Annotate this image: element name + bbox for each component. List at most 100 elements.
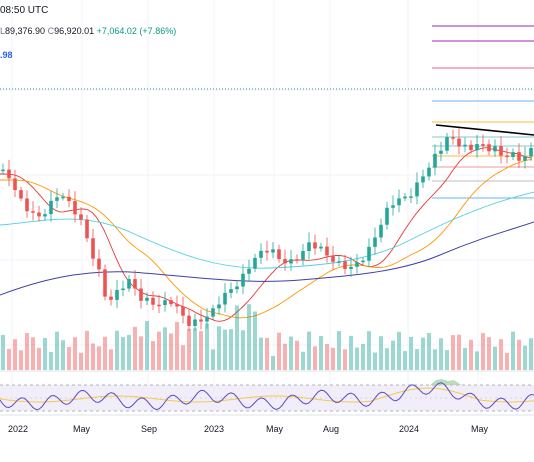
ema-mid-line <box>0 158 533 319</box>
candle-body <box>133 279 137 289</box>
candle-body <box>337 261 341 263</box>
candle-body <box>331 255 335 262</box>
candle-body <box>169 300 173 305</box>
volume-bar <box>319 335 323 370</box>
candle-body <box>1 169 5 172</box>
candle-body <box>493 146 497 152</box>
candle-body <box>469 144 473 151</box>
candle-body <box>121 288 125 291</box>
candle-body <box>475 144 479 151</box>
volume-bar <box>103 336 107 370</box>
volume-bar <box>439 338 443 370</box>
bar-time-label: 08:50 UTC <box>0 5 49 16</box>
candle-body <box>505 155 509 158</box>
volume-bar <box>67 346 71 370</box>
volume-bar <box>7 348 11 370</box>
volume-bar <box>283 343 287 370</box>
candle-body <box>373 237 377 247</box>
candle-body <box>481 144 485 146</box>
candle-body <box>151 297 155 305</box>
volume-bar <box>187 328 191 370</box>
candle-body <box>295 259 299 261</box>
candle-body <box>223 292 227 305</box>
volume-bar <box>13 339 17 370</box>
volume-bar <box>277 332 281 370</box>
candle-body <box>385 207 389 225</box>
candle-body <box>445 137 449 151</box>
candle-body <box>181 306 185 316</box>
candle-body <box>211 308 215 317</box>
candle-body <box>103 269 107 297</box>
volume-bar <box>421 337 425 370</box>
close-label: C <box>47 26 55 36</box>
volume-bar <box>181 345 185 370</box>
volume-bar <box>391 340 395 370</box>
volume-bar <box>361 344 365 370</box>
volume-bar <box>301 351 305 370</box>
volume-bar <box>139 336 143 370</box>
volume-bar <box>199 331 203 370</box>
candle-body <box>259 250 263 258</box>
volume-bar <box>79 352 83 370</box>
candle-body <box>283 259 287 264</box>
x-axis-label: 2024 <box>399 424 420 434</box>
candle-body <box>409 196 413 198</box>
candle-body <box>43 214 47 217</box>
volume-bar <box>109 349 113 370</box>
candle-body <box>349 266 353 269</box>
volume-bar <box>397 331 401 370</box>
candle-body <box>73 201 77 215</box>
candle-body <box>61 196 65 199</box>
x-axis-label: Sep <box>141 424 158 434</box>
price-level-lines[interactable] <box>0 25 534 199</box>
x-axis-label: May <box>73 424 91 434</box>
volume-bar <box>253 311 257 370</box>
candle-body <box>97 258 101 270</box>
volume-bar <box>517 339 521 370</box>
volume-bar <box>193 328 197 370</box>
candle-body <box>391 205 395 208</box>
candle-body <box>463 144 467 147</box>
volume-bar <box>475 351 479 370</box>
x-axis-label: May <box>471 424 489 434</box>
volume-bar <box>121 337 125 370</box>
volume-bar <box>169 333 173 370</box>
candle-body <box>229 289 233 293</box>
close-value: 96,920.01 <box>54 26 95 36</box>
rsi-ma-line <box>0 387 534 403</box>
volume-bar <box>55 331 59 370</box>
volume-bar <box>49 351 53 370</box>
candle-body <box>31 211 35 213</box>
trendline[interactable] <box>435 124 534 136</box>
candle-body <box>67 196 71 202</box>
candle-body <box>55 197 59 201</box>
candle-body <box>439 150 443 154</box>
candle-body <box>523 156 527 161</box>
candle-body <box>79 214 83 220</box>
candle-body <box>511 152 515 157</box>
candlesticks[interactable] <box>1 128 533 331</box>
volume-bar <box>463 347 467 370</box>
volume-bar <box>379 336 383 370</box>
ema-fast-line <box>0 147 533 322</box>
volume-bar <box>133 326 137 370</box>
volume-bar <box>211 349 215 370</box>
volume-bar <box>367 331 371 370</box>
candle-body <box>271 249 275 253</box>
volume-bar <box>229 329 233 370</box>
volume-bar <box>1 334 5 370</box>
candle-body <box>433 153 437 168</box>
candle-body <box>277 249 281 260</box>
volume-bar <box>529 338 533 370</box>
volume-bar <box>157 331 161 370</box>
candle-body <box>157 304 161 307</box>
volume-bar <box>97 346 101 370</box>
volume-bar <box>427 333 431 370</box>
volume-bar <box>523 345 527 370</box>
candle-body <box>145 297 149 301</box>
volume-bar <box>61 340 65 370</box>
volume-bar <box>313 346 317 370</box>
volume-bar <box>451 335 455 370</box>
volume-bar <box>247 304 251 370</box>
